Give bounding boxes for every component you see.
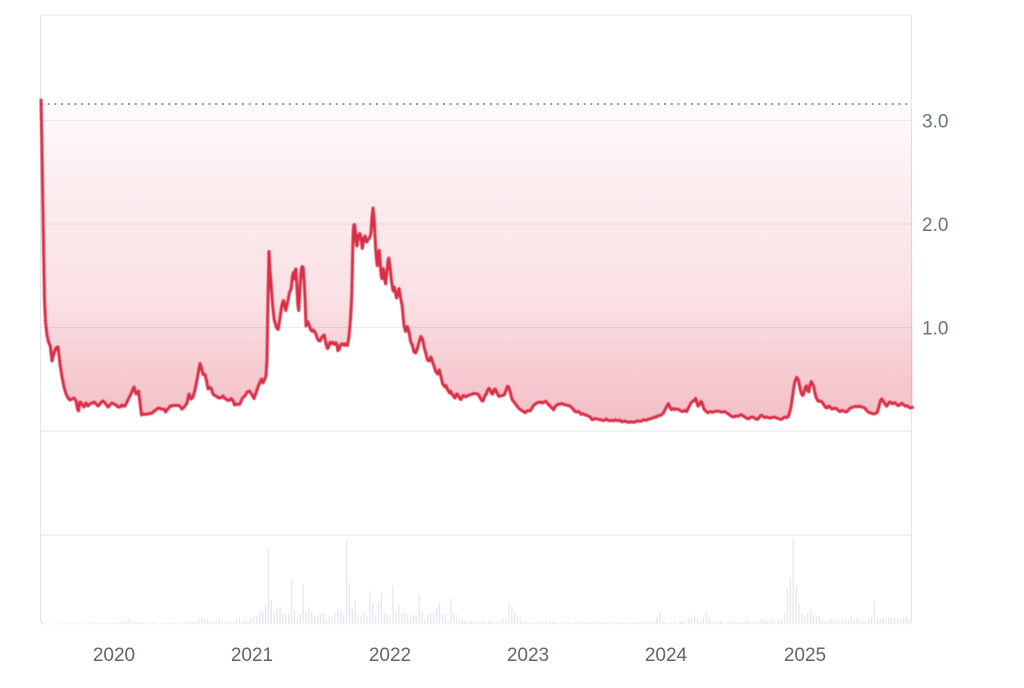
svg-text:1.0: 1.0 bbox=[922, 319, 948, 340]
svg-text:2022: 2022 bbox=[369, 645, 411, 666]
svg-text:3.0: 3.0 bbox=[922, 112, 948, 133]
svg-text:2021: 2021 bbox=[231, 645, 273, 666]
svg-text:2023: 2023 bbox=[507, 645, 549, 666]
svg-text:2025: 2025 bbox=[784, 645, 826, 666]
svg-text:2024: 2024 bbox=[645, 645, 688, 666]
svg-text:2020: 2020 bbox=[93, 645, 135, 666]
svg-text:2.0: 2.0 bbox=[922, 215, 948, 236]
